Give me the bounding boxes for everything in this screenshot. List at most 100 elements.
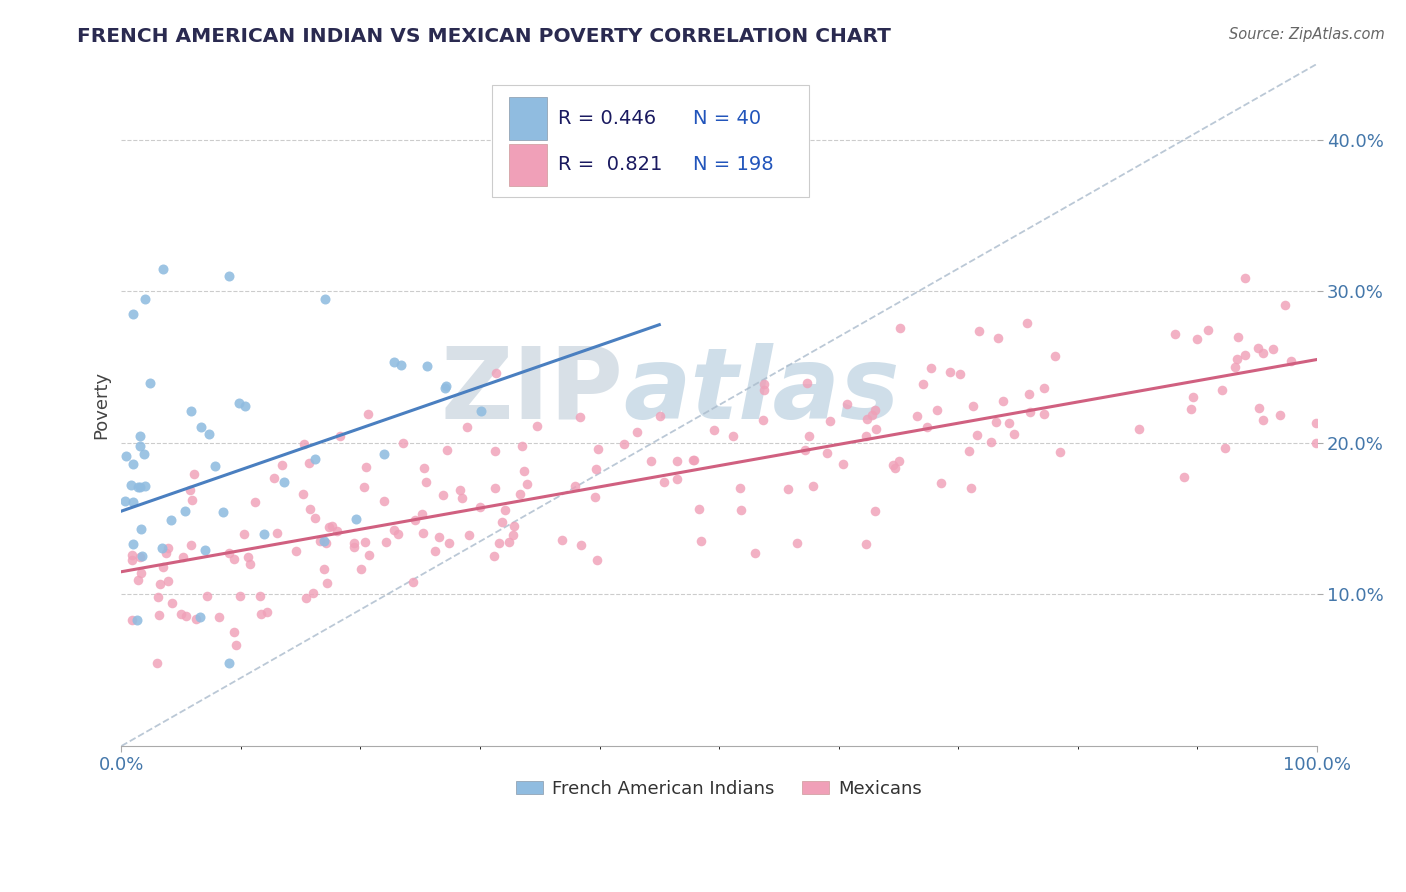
Point <box>233 399 256 413</box>
Point <box>222 552 245 566</box>
Point <box>1197 323 1219 337</box>
Point <box>723 429 745 443</box>
Point <box>228 395 250 409</box>
Point <box>114 449 136 463</box>
Point <box>129 439 152 453</box>
Text: R =  0.821: R = 0.821 <box>558 155 662 175</box>
Point <box>1227 330 1250 344</box>
Point <box>318 520 340 534</box>
Point <box>179 483 201 497</box>
Point <box>222 624 245 639</box>
Point <box>225 638 247 652</box>
Point <box>752 377 775 392</box>
Point <box>373 493 395 508</box>
Point <box>129 550 152 565</box>
Point <box>1049 445 1071 459</box>
Point <box>190 420 212 434</box>
Point <box>730 503 752 517</box>
Point <box>256 605 278 619</box>
Point <box>129 429 152 443</box>
Point <box>986 416 1008 430</box>
Point <box>666 472 689 486</box>
Point <box>122 307 145 321</box>
Point <box>413 460 436 475</box>
Point <box>1226 351 1249 366</box>
Point <box>389 358 412 372</box>
Text: Source: ZipAtlas.com: Source: ZipAtlas.com <box>1229 27 1385 42</box>
Point <box>423 543 446 558</box>
Point <box>832 458 855 472</box>
Point <box>1164 326 1187 341</box>
Point <box>682 452 704 467</box>
Point <box>457 528 479 542</box>
Point <box>855 537 877 551</box>
Point <box>728 481 751 495</box>
Point <box>1263 343 1285 357</box>
Point <box>797 429 820 443</box>
Point <box>266 526 288 541</box>
Point <box>233 527 256 541</box>
Point <box>121 549 143 563</box>
Point <box>1043 349 1066 363</box>
Point <box>796 376 818 390</box>
Point <box>314 292 336 306</box>
Point <box>253 527 276 541</box>
Point <box>613 437 636 451</box>
Point <box>991 394 1014 409</box>
Point <box>1247 401 1270 416</box>
Point <box>427 530 450 544</box>
Text: N = 40: N = 40 <box>693 109 761 128</box>
Point <box>387 526 409 541</box>
Point <box>411 508 433 522</box>
Point <box>882 458 904 473</box>
Point <box>1019 404 1042 418</box>
Point <box>131 522 153 536</box>
Point <box>344 512 367 526</box>
Point <box>966 428 988 442</box>
Point <box>357 407 380 421</box>
Point <box>249 590 271 604</box>
Point <box>250 607 273 621</box>
Point <box>343 535 366 549</box>
Point <box>1223 359 1246 374</box>
Point <box>509 487 531 501</box>
Text: FRENCH AMERICAN INDIAN VS MEXICAN POVERTY CORRELATION CHART: FRENCH AMERICAN INDIAN VS MEXICAN POVERT… <box>77 27 891 45</box>
Point <box>139 376 162 391</box>
Point <box>132 447 155 461</box>
Point <box>1032 407 1054 421</box>
Point <box>172 549 194 564</box>
Point <box>416 359 439 373</box>
Point <box>134 479 156 493</box>
Point <box>129 480 152 494</box>
Point <box>502 519 524 533</box>
Point <box>156 574 179 588</box>
Point <box>291 487 314 501</box>
Point <box>434 379 457 393</box>
Point <box>436 442 458 457</box>
Point <box>801 479 824 493</box>
Point <box>498 534 520 549</box>
Point <box>526 419 548 434</box>
Point <box>149 576 172 591</box>
Point <box>181 492 204 507</box>
Point <box>837 397 859 411</box>
Point <box>585 461 607 475</box>
Point <box>856 412 879 426</box>
Point <box>488 536 510 550</box>
Point <box>198 427 221 442</box>
Point <box>238 550 260 565</box>
Point <box>491 515 513 529</box>
Point <box>218 656 240 670</box>
Point <box>703 423 725 437</box>
Point <box>449 483 471 498</box>
Point <box>121 537 143 551</box>
Point <box>865 403 887 417</box>
Point <box>127 480 149 494</box>
Text: R = 0.446: R = 0.446 <box>558 109 655 128</box>
Point <box>1128 422 1150 436</box>
Point <box>960 481 983 495</box>
Point <box>326 524 349 538</box>
Point <box>889 320 911 334</box>
Point <box>204 458 226 473</box>
Point <box>121 495 143 509</box>
